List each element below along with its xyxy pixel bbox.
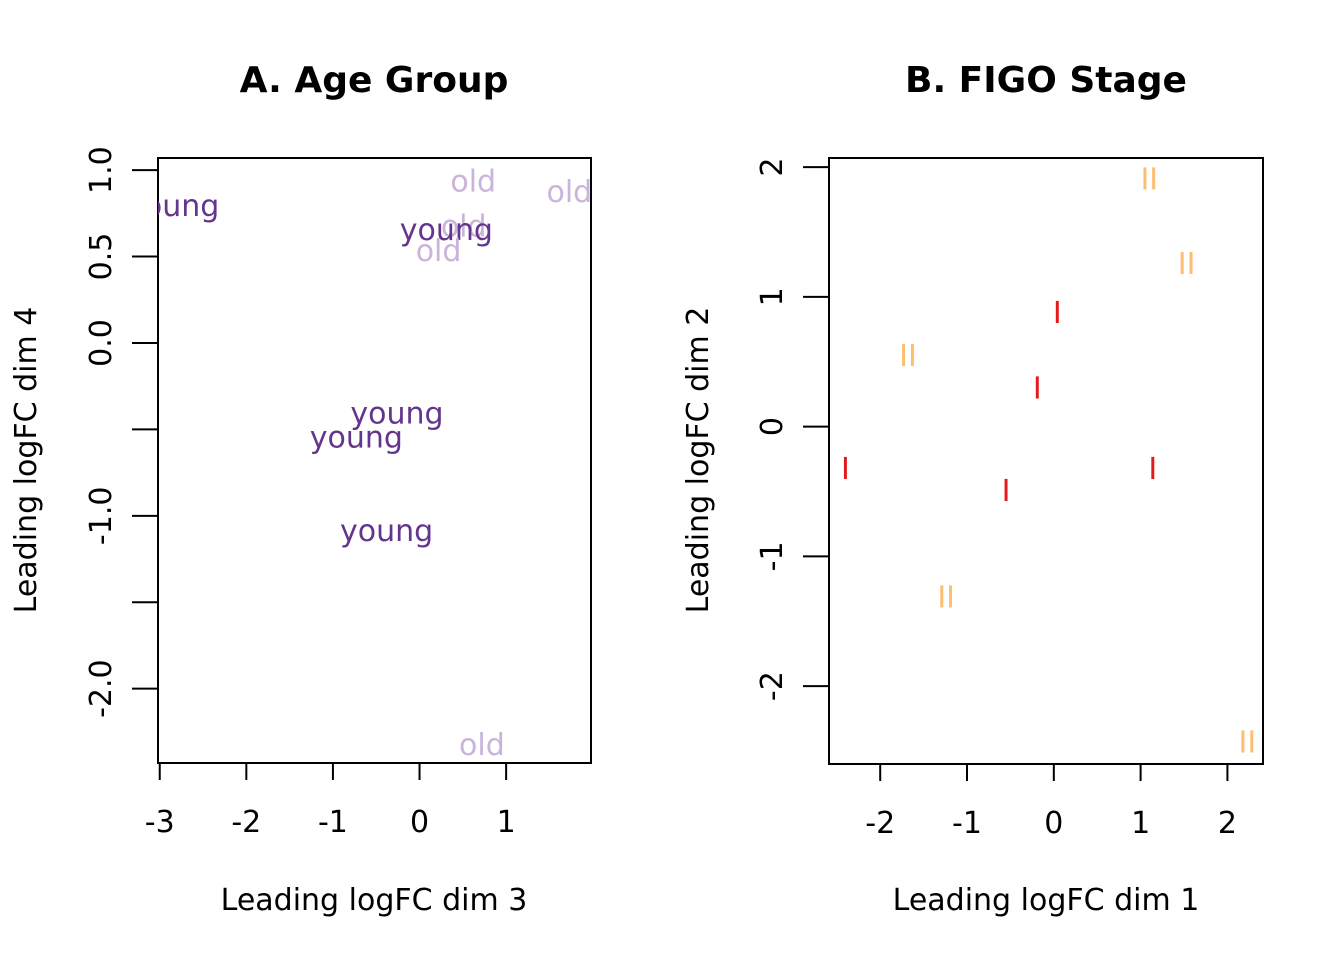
panel-a-y-axis-label: Leading logFC dim 4 <box>9 307 44 614</box>
panel-a-point-label: young <box>400 213 493 248</box>
panel-b-point-label: I <box>1033 371 1042 406</box>
panel-b-x-tick-label: 2 <box>1218 806 1237 841</box>
panel-b-point-label: II <box>937 580 955 615</box>
panel-b-x-axis: -2 -1 0 1 2 <box>865 763 1237 841</box>
panel-b-point-label: II <box>1239 726 1257 761</box>
panel-b-plot-frame <box>828 157 1264 765</box>
panel-a-point-label: young <box>310 421 403 456</box>
panel-a-title: A. Age Group <box>240 60 509 101</box>
panel-age-group: A. Age Group Leading logFC dim 3 Leading… <box>9 60 592 918</box>
panel-a-y-axis: -2.0 -1.0 0.0 0.5 1.0 <box>84 146 159 718</box>
panel-b-point-label: I <box>1148 452 1157 487</box>
panel-b-title: B. FIGO Stage <box>905 60 1187 101</box>
panel-b-y-axis-label: Leading logFC dim 2 <box>681 307 716 614</box>
panel-a-x-tick-label: 1 <box>497 805 516 840</box>
panel-b-x-tick-label: -2 <box>865 806 895 841</box>
panel-a-point-label: old <box>416 234 462 269</box>
panel-b-y-tick-label: 2 <box>755 158 790 177</box>
panel-a-plot-frame <box>157 157 592 764</box>
panel-a-point-label: young <box>350 396 443 431</box>
panel-b-point-label: II <box>1178 247 1196 282</box>
panel-a-x-tick-label: -2 <box>231 805 261 840</box>
panel-a-point-label: young <box>340 514 433 549</box>
panel-b-point-label: I <box>841 452 850 487</box>
panel-b-y-tick-label: 1 <box>755 287 790 306</box>
panel-a-y-tick-label: 1.0 <box>84 146 119 194</box>
panel-a-point-label: old <box>450 165 496 200</box>
panel-a-x-tick-label: -1 <box>318 805 348 840</box>
panel-a-point-label: old <box>441 210 487 245</box>
panel-a-point-label: old <box>459 728 505 763</box>
panel-b-y-tick-label: -1 <box>755 541 790 571</box>
panel-b-point-label: I <box>1053 296 1062 331</box>
panel-b-point-label: II <box>1140 163 1158 198</box>
panel-b-y-tick-label: -2 <box>755 671 790 701</box>
panel-a-x-axis: -3 -2 -1 0 1 <box>145 762 516 840</box>
panel-b-point-label: I <box>1002 474 1011 509</box>
panel-a-y-tick-label: 0.5 <box>84 233 119 281</box>
panel-a-y-tick-label: 0.0 <box>84 319 119 367</box>
panel-a-y-tick-label: -2.0 <box>84 659 119 718</box>
panel-b-x-axis-label: Leading logFC dim 1 <box>893 883 1200 918</box>
panel-b-point-label: II <box>899 339 917 374</box>
panel-a-x-tick-label: -3 <box>145 805 175 840</box>
panel-a-point-label: old <box>546 175 592 210</box>
panel-a-point-label: young <box>126 189 219 224</box>
panel-b-x-tick-label: 0 <box>1044 806 1063 841</box>
panel-b-y-axis: -2 -1 0 1 2 <box>755 158 830 701</box>
panel-b-x-tick-label: 1 <box>1131 806 1150 841</box>
panel-b-x-tick-label: -1 <box>952 806 982 841</box>
panel-a-x-tick-label: 0 <box>410 805 429 840</box>
panel-a-y-tick-label: -1.0 <box>84 487 119 546</box>
panel-figo-stage: B. FIGO Stage Leading logFC dim 1 Leadin… <box>681 60 1264 918</box>
panel-a-x-axis-label: Leading logFC dim 3 <box>221 883 528 918</box>
panel-b-y-tick-label: 0 <box>755 417 790 436</box>
